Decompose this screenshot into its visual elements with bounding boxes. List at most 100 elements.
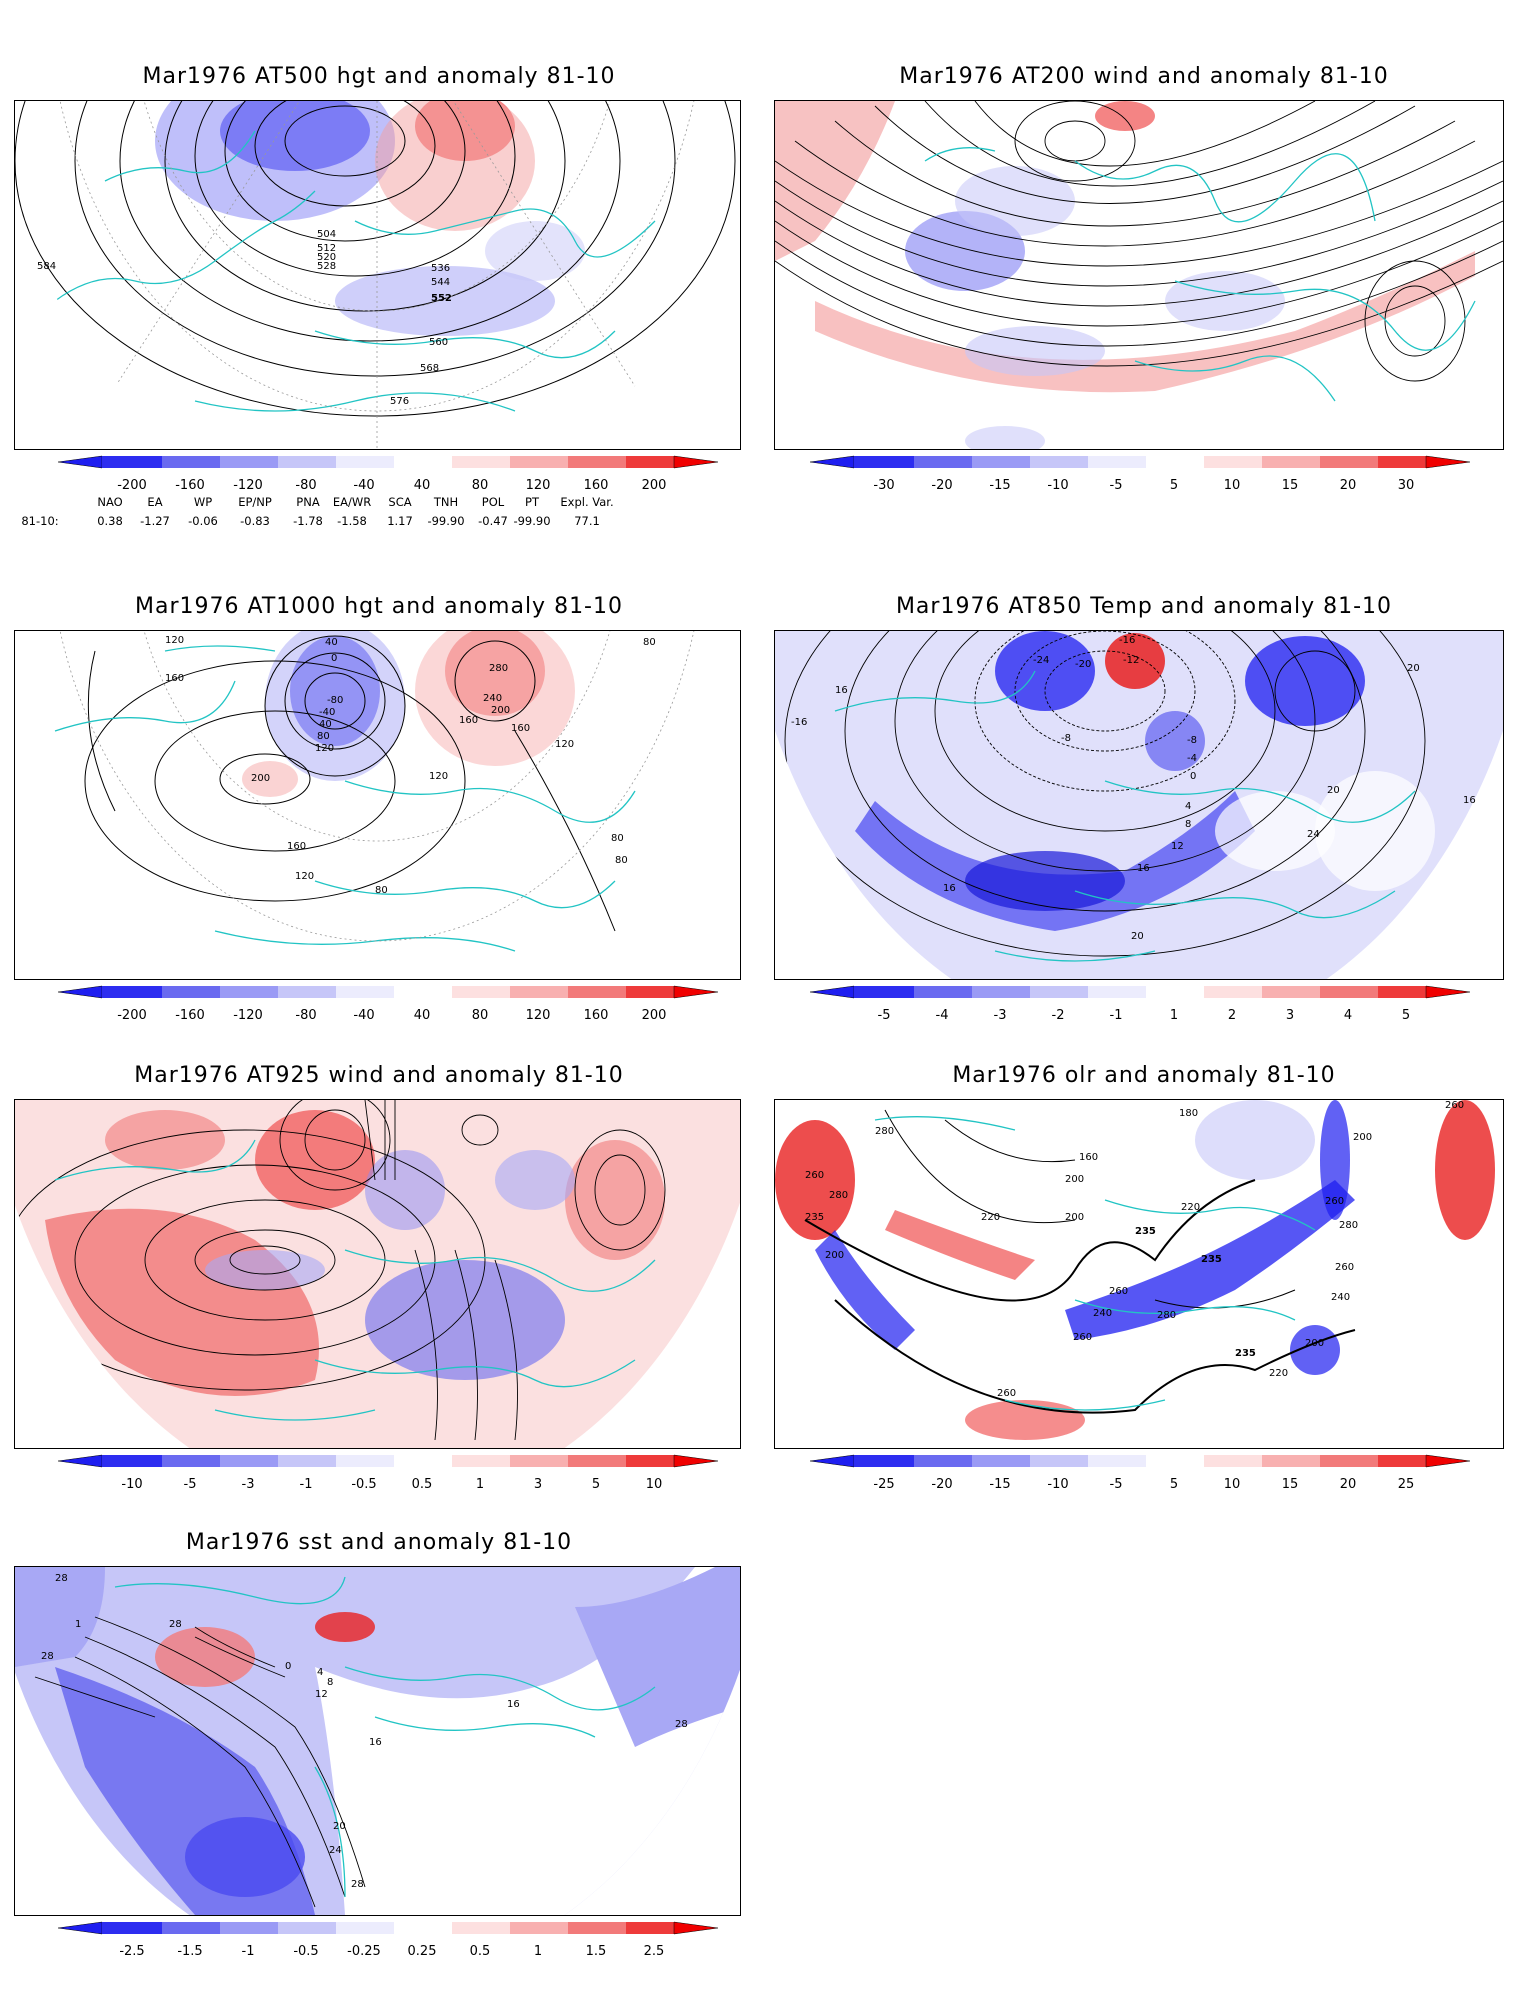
contour-label: 220	[1181, 1202, 1200, 1213]
colorbar-tick: 3	[533, 1477, 543, 1492]
contour-label: 200	[491, 705, 510, 716]
colorbar-tick: -0.25	[347, 1944, 381, 1959]
colorbar-tick: 5	[1401, 1008, 1411, 1023]
colorbar-tick: -1.5	[177, 1944, 203, 1959]
index-header: EP/NP	[238, 495, 272, 509]
colorbar-swatches	[809, 455, 1471, 469]
contour-label: 235	[805, 1212, 824, 1223]
teleconnection-headers: NAO EA WP EP/NP PNA EA/WR SCA TNH POL PT…	[0, 495, 760, 511]
teleconnection-values: 81-10: 0.38 -1.27 -0.06 -0.83 -1.78 -1.5…	[0, 514, 760, 530]
contour-label: 16	[835, 685, 848, 696]
contour-label: 180	[1179, 1108, 1198, 1119]
panel-sst: Mar1976 sst and anomaly 81-10	[14, 1530, 744, 1970]
contour-label: 568	[420, 363, 439, 374]
contour-label: 80	[611, 833, 624, 844]
contour-label: -16	[791, 717, 807, 728]
colorbar-tick: -40	[353, 1008, 375, 1023]
colorbar-tick: 1.5	[585, 1944, 607, 1959]
contour-label: 240	[483, 693, 502, 704]
contour-label: 28	[41, 1651, 54, 1662]
contour-label: 80	[615, 855, 628, 866]
index-value: -1.78	[293, 514, 323, 528]
contour-label: 280	[829, 1190, 848, 1201]
contour-label: 235	[1135, 1226, 1156, 1237]
colorbar-tick: -200	[117, 1008, 147, 1023]
contour-label: 8	[1185, 819, 1191, 830]
contour-label: 16	[1137, 863, 1150, 874]
contour-label: 512	[317, 243, 336, 254]
contour-label: 280	[1339, 1220, 1358, 1231]
colorbar-tick: 15	[1281, 1477, 1299, 1492]
contour-label: 28	[55, 1573, 68, 1584]
map-frame: 260 280 260 280 235 200 180 160 200 220 …	[774, 1099, 1504, 1449]
colorbar-tick: 10	[645, 1477, 663, 1492]
contour-label: 260	[997, 1388, 1016, 1399]
map-plot: 504 512 520 528 536 544 552 560 568 576 …	[15, 101, 740, 449]
colorbar-tick: -5	[183, 1477, 197, 1492]
panel-title: Mar1976 AT1000 hgt and anomaly 81-10	[134, 594, 623, 619]
contour-label: -8	[1061, 733, 1071, 744]
map-plot	[15, 1100, 740, 1448]
colorbar-tick: 80	[471, 1008, 489, 1023]
colorbar: -200 -160 -120 -80 -40 40 80 120 160 200	[57, 985, 719, 1028]
contour-label: 16	[369, 1737, 382, 1748]
colorbar-tick: 160	[583, 478, 609, 493]
colorbar-tick: -10	[121, 1477, 143, 1492]
index-value: 1.17	[387, 514, 413, 528]
contour-label: 12	[315, 1689, 328, 1700]
contour-label: 24	[1307, 829, 1320, 840]
colorbar-tick: 0.25	[407, 1944, 437, 1959]
contour-label: 280	[875, 1126, 894, 1137]
colorbar-tick: -0.5	[293, 1944, 319, 1959]
contour-label: 20	[333, 1821, 346, 1832]
colorbar-tick: 25	[1397, 1477, 1415, 1492]
index-value: 77.1	[574, 514, 600, 528]
colorbar-tick: 20	[1339, 1477, 1357, 1492]
contour-label: -80	[327, 695, 343, 706]
colorbar-tick: -4	[935, 1008, 949, 1023]
colorbar-tick: 200	[641, 478, 667, 493]
contour-label: 0	[331, 653, 337, 664]
colorbar: -2.5 -1.5 -1 -0.5 -0.25 0.25 0.5 1 1.5 2…	[57, 1921, 719, 1964]
colorbar-swatches	[57, 1454, 719, 1468]
contour-label: 28	[169, 1619, 182, 1630]
contour-label: 28	[675, 1719, 688, 1730]
map-plot	[775, 101, 1503, 449]
contour-label: 260	[1073, 1332, 1092, 1343]
colorbar-tick: 1	[533, 1944, 543, 1959]
colorbar-tick: 40	[413, 478, 431, 493]
colorbar-swatches	[57, 985, 719, 999]
panel-title: Mar1976 AT925 wind and anomaly 81-10	[134, 1063, 624, 1088]
panel-title: Mar1976 AT500 hgt and anomaly 81-10	[142, 64, 616, 89]
map-frame: 120 160 200 40 0 -80 -40 40 80 120 280 2…	[14, 630, 741, 980]
contour-label: -12	[1123, 655, 1139, 666]
map-frame: 28 28 1 0 4 8 12 16 20 24 28 16 28 28	[14, 1566, 741, 1916]
colorbar-swatches	[57, 455, 719, 469]
colorbar-tick: -160	[175, 478, 205, 493]
panel-title: Mar1976 AT850 Temp and anomaly 81-10	[895, 594, 1393, 619]
colorbar-tick: -1	[299, 1477, 313, 1492]
colorbar-tick: -25	[873, 1477, 895, 1492]
index-header: POL	[481, 495, 505, 509]
panel-title: Mar1976 olr and anomaly 81-10	[952, 1063, 1336, 1088]
colorbar-tick: -40	[353, 478, 375, 493]
colorbar-tick: -10	[1047, 1477, 1069, 1492]
colorbar-tick: -200	[117, 478, 147, 493]
map-frame: -16 -24 -20 -12 -8 -8 -4 0 4 8 12 16 20 …	[774, 630, 1504, 980]
contour-label: 80	[375, 885, 388, 896]
contour-label: 16	[1463, 795, 1476, 806]
panel-title: Mar1976 AT200 wind and anomaly 81-10	[899, 64, 1389, 89]
contour-label: 160	[1079, 1152, 1098, 1163]
index-value: -99.90	[427, 514, 465, 528]
index-header: PT	[525, 495, 539, 509]
colorbar: -25 -20 -15 -10 -5 5 10 15 20 25	[809, 1454, 1471, 1497]
colorbar-tick: 4	[1343, 1008, 1353, 1023]
contour-label: 160	[165, 673, 184, 684]
colorbar-tick: 15	[1281, 478, 1299, 493]
contour-label: 120	[555, 739, 574, 750]
contour-label: 235	[1201, 1254, 1222, 1265]
contour-label: 536	[431, 263, 450, 274]
contour-label: 16	[943, 883, 956, 894]
map-plot: 120 160 200 40 0 -80 -40 40 80 120 280 2…	[15, 631, 740, 979]
contour-label: 552	[431, 293, 452, 304]
